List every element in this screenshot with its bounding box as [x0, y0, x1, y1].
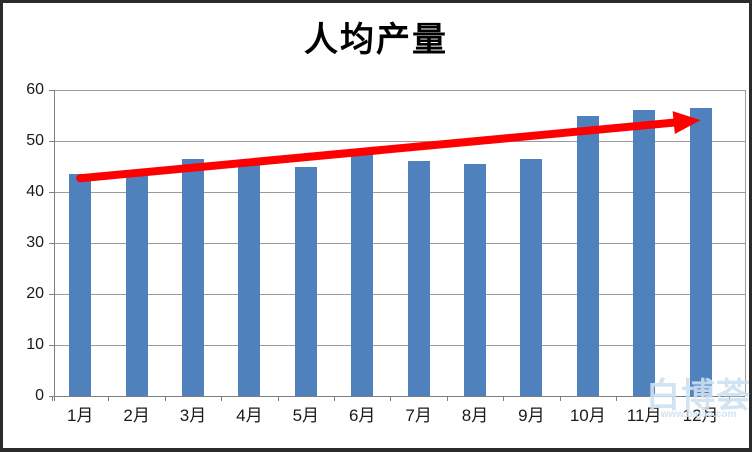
bar — [464, 163, 486, 396]
y-axis-tick — [49, 345, 54, 346]
gridline — [54, 294, 745, 295]
bar — [689, 107, 712, 396]
gridline — [54, 90, 745, 91]
x-axis-tick — [164, 396, 166, 401]
x-axis-label: 11月 — [626, 406, 662, 425]
x-axis-tick — [559, 396, 561, 401]
bar — [633, 110, 656, 396]
x-axis-line — [54, 396, 745, 397]
y-axis-line — [54, 90, 55, 401]
y-axis-tick — [49, 90, 54, 91]
y-tick-label: 50 — [26, 132, 44, 149]
x-axis-label: 4月 — [236, 406, 263, 425]
x-axis-label: 2月 — [123, 406, 150, 425]
gridline — [54, 345, 745, 346]
y-axis-tick — [49, 294, 54, 295]
x-axis-tick — [221, 396, 223, 401]
bar — [238, 163, 261, 396]
x-axis-label: 8月 — [461, 406, 489, 425]
x-axis-tick — [108, 396, 110, 401]
y-axis-tick — [49, 243, 54, 244]
gridline — [54, 141, 745, 142]
x-axis-label: 12月 — [682, 406, 719, 425]
bar — [576, 115, 599, 396]
plot-right-border — [745, 90, 746, 396]
y-tick-label: 60 — [26, 81, 44, 98]
gridline — [54, 243, 745, 244]
x-axis-tick — [390, 396, 392, 401]
chart-title: 人均产量 — [304, 20, 448, 60]
y-tick-label: 30 — [26, 234, 44, 251]
bar — [294, 166, 317, 396]
x-axis-tick — [503, 396, 505, 401]
x-axis-tick — [672, 396, 674, 401]
y-axis-tick — [49, 141, 54, 142]
x-axis-label: 1月 — [66, 406, 94, 425]
bar — [182, 158, 204, 396]
bar — [407, 161, 430, 396]
x-axis-tick — [446, 396, 448, 401]
y-axis-tick — [49, 192, 54, 193]
bar — [520, 158, 543, 396]
y-tick-label: 10 — [26, 336, 44, 353]
y-tick-label: 20 — [26, 285, 44, 302]
x-axis-label: 7月 — [405, 406, 432, 425]
x-axis-tick — [277, 396, 279, 401]
x-axis-label: 9月 — [518, 406, 545, 425]
gridline — [54, 192, 745, 193]
bar — [125, 171, 148, 396]
bar — [69, 174, 92, 396]
x-axis-tick — [52, 396, 53, 401]
y-tick-label: 40 — [26, 183, 44, 200]
x-axis-label: 5月 — [292, 406, 320, 425]
y-tick-label: 0 — [35, 387, 44, 404]
y-axis-tick — [49, 396, 54, 397]
x-axis-label: 6月 — [348, 406, 376, 425]
x-axis-label: 10月 — [569, 406, 606, 425]
x-axis-label: 3月 — [179, 406, 207, 425]
x-axis-tick — [334, 396, 335, 401]
x-axis-tick — [616, 396, 617, 401]
bar — [351, 153, 374, 396]
x-axis-tick — [728, 396, 730, 401]
